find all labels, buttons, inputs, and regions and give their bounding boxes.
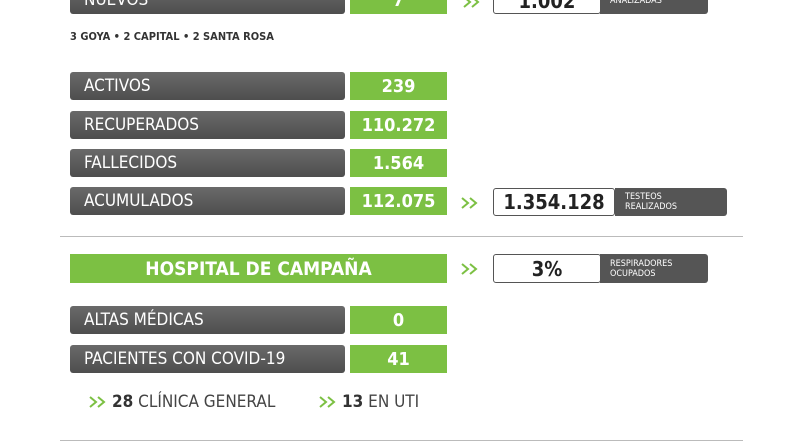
chevron-icon <box>461 263 478 275</box>
label-line: OCUPADOS <box>610 268 656 279</box>
count-value: 1.002 <box>493 0 601 14</box>
label-tag: ANALIZADAS <box>600 0 708 14</box>
tests-value: 1.354.128 <box>493 188 615 216</box>
row-label: NUEVOS <box>70 0 345 14</box>
row-label: FALLECIDOS <box>70 149 345 177</box>
breakdown-item: 28 CLÍNICA GENERAL <box>112 392 332 414</box>
row-label: ACUMULADOS <box>70 187 345 215</box>
row-label: PACIENTES CON COVID-19 <box>70 345 345 373</box>
hospital-title: HOSPITAL DE CAMPAÑA <box>70 254 447 283</box>
row-value: 7 <box>350 0 447 14</box>
occupancy-value: 3% <box>493 254 601 283</box>
chevron-icon <box>89 396 106 408</box>
label-line: REALIZADOS <box>625 202 678 212</box>
row-value: 239 <box>350 72 447 100</box>
note: 3 GOYA • 2 CAPITAL • 2 SANTA ROSA <box>70 30 274 43</box>
chevron-icon <box>463 0 480 8</box>
breakdown-label: CLÍNICA GENERAL <box>138 392 276 412</box>
label-line: RESPIRADORES <box>610 258 673 269</box>
label-line: TESTEOS <box>625 192 662 202</box>
label-tag: RESPIRADORES OCUPADOS <box>600 254 708 283</box>
row-label: ALTAS MÉDICAS <box>70 306 345 334</box>
row-label: RECUPERADOS <box>70 111 345 139</box>
chevron-icon <box>319 396 336 408</box>
breakdown-item: 13 EN UTI <box>342 392 562 414</box>
row-value: 1.564 <box>350 149 447 177</box>
row-label: ACTIVOS <box>70 72 345 100</box>
row-value: 110.272 <box>350 111 447 139</box>
breakdown-label: EN UTI <box>368 392 420 412</box>
breakdown-value: 13 <box>342 392 364 412</box>
separator <box>60 440 743 441</box>
row-value: 41 <box>350 345 447 373</box>
label-line: ANALIZADAS <box>610 0 662 6</box>
chevron-icon <box>461 197 478 209</box>
row-value: 0 <box>350 306 447 334</box>
separator <box>60 236 743 237</box>
breakdown-value: 28 <box>112 392 134 412</box>
label-tag: TESTEOS REALIZADOS <box>615 188 727 216</box>
row-value: 112.075 <box>350 187 447 215</box>
